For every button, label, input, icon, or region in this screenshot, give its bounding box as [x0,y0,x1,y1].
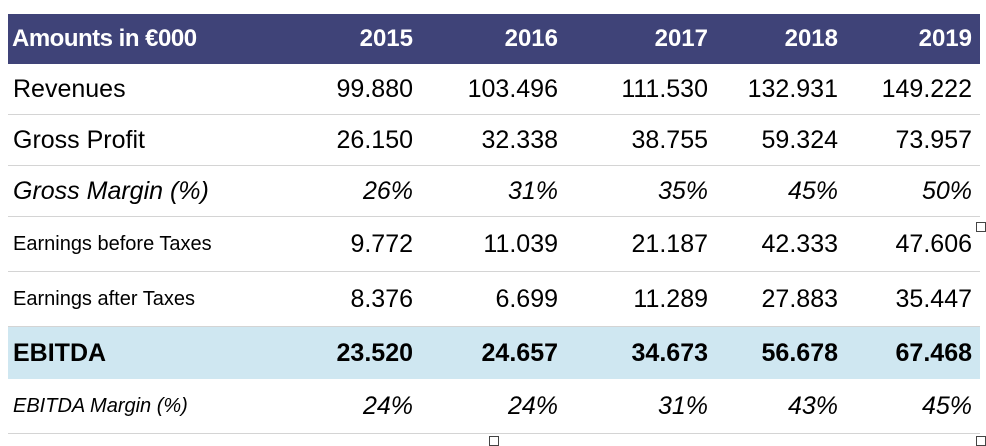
table-cell: 59.324 [761,125,838,154]
table-cell: 26.150 [336,125,413,154]
table-cell: 99.880 [336,74,413,103]
table-cell: 21.187 [631,229,708,258]
table-cell: 8.376 [350,284,413,313]
financial-table: Amounts in €000 2015 2016 2017 2018 2019… [8,14,980,434]
selection-handle[interactable] [976,436,986,446]
table-cell: 27.883 [761,284,838,313]
table-cell: 50% [921,176,972,205]
table-cell: 35.447 [895,284,972,313]
header-year: 2017 [654,25,708,52]
table-cell: 132.931 [747,74,838,103]
table-cell: 32.338 [481,125,558,154]
table-cell: 56.678 [761,338,838,367]
table-cell: 111.530 [621,74,708,103]
row-label: EBITDA [13,338,107,367]
table-cell: 23.520 [336,338,413,367]
table-cell: 9.772 [350,229,413,258]
table-row-revenues: Revenues 99.880 103.496 111.530 132.931 … [8,64,980,115]
table-cell: 67.468 [895,338,972,367]
table-cell: 11.289 [633,284,708,313]
table-cell: 43% [787,391,838,420]
header-year: 2019 [918,25,972,52]
table-row-ebitda: EBITDA 23.520 24.657 34.673 56.678 67.46… [8,327,980,379]
selection-handle[interactable] [489,436,499,446]
table-cell: 45% [787,176,838,205]
table-cell: 42.333 [761,229,838,258]
table-cell: 31% [507,176,558,205]
header-year: 2015 [359,25,413,52]
table-cell: 73.957 [895,125,972,154]
table-row-ebt: Earnings before Taxes 9.772 11.039 21.18… [8,217,980,272]
selection-handle[interactable] [976,222,986,232]
table-row-eat: Earnings after Taxes 8.376 6.699 11.289 … [8,272,980,327]
row-label: Gross Profit [13,125,145,154]
header-label: Amounts in €000 [12,25,197,52]
table-cell: 6.699 [495,284,558,313]
table-cell: 149.222 [881,74,972,103]
table-cell: 11.039 [483,229,558,258]
table-cell: 34.673 [631,338,708,367]
row-label: Gross Margin (%) [13,176,209,205]
table-cell: 103.496 [467,74,558,103]
table-cell: 24% [507,391,558,420]
row-label: Earnings before Taxes [13,232,212,255]
table-cell: 47.606 [895,229,972,258]
table-cell: 35% [657,176,708,205]
table-cell: 38.755 [631,125,708,154]
table-row-ebitda-margin: EBITDA Margin (%) 24% 24% 31% 43% 45% [8,379,980,434]
table-header: Amounts in €000 2015 2016 2017 2018 2019 [8,14,980,64]
table-row-gross-margin: Gross Margin (%) 26% 31% 35% 45% 50% [8,166,980,217]
row-label: Earnings after Taxes [13,287,195,310]
row-label: Revenues [13,74,126,103]
row-label: EBITDA Margin (%) [13,394,188,417]
table-cell: 24.657 [481,338,558,367]
header-year: 2018 [784,25,838,52]
header-year: 2016 [504,25,558,52]
table-cell: 31% [657,391,708,420]
table-cell: 45% [921,391,972,420]
table-row-gross-profit: Gross Profit 26.150 32.338 38.755 59.324… [8,115,980,166]
table-cell: 26% [362,176,413,205]
table-cell: 24% [362,391,413,420]
